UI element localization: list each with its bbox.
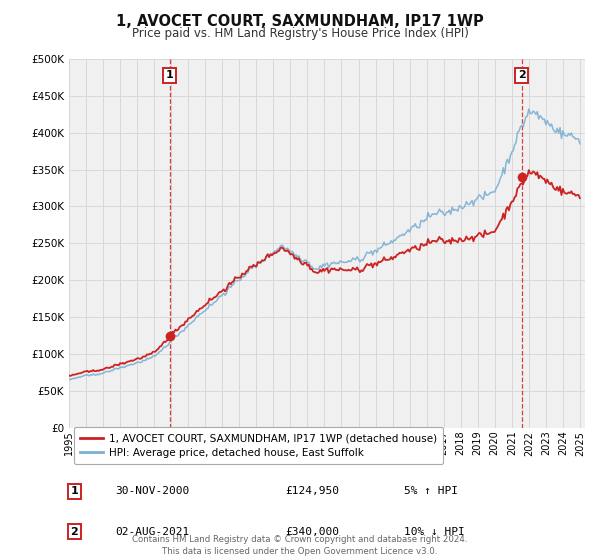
Text: 02-AUG-2021: 02-AUG-2021 xyxy=(115,526,190,536)
Text: 1: 1 xyxy=(166,71,173,81)
Text: Price paid vs. HM Land Registry's House Price Index (HPI): Price paid vs. HM Land Registry's House … xyxy=(131,27,469,40)
Text: 10% ↓ HPI: 10% ↓ HPI xyxy=(404,526,465,536)
Text: Contains HM Land Registry data © Crown copyright and database right 2024.
This d: Contains HM Land Registry data © Crown c… xyxy=(132,535,468,556)
Legend: 1, AVOCET COURT, SAXMUNDHAM, IP17 1WP (detached house), HPI: Average price, deta: 1, AVOCET COURT, SAXMUNDHAM, IP17 1WP (d… xyxy=(74,427,443,464)
Text: 30-NOV-2000: 30-NOV-2000 xyxy=(115,486,190,496)
Text: 5% ↑ HPI: 5% ↑ HPI xyxy=(404,486,458,496)
Text: 1: 1 xyxy=(70,486,78,496)
Text: 2: 2 xyxy=(70,526,78,536)
Text: £340,000: £340,000 xyxy=(286,526,340,536)
Text: 2: 2 xyxy=(518,71,526,81)
Text: 1, AVOCET COURT, SAXMUNDHAM, IP17 1WP: 1, AVOCET COURT, SAXMUNDHAM, IP17 1WP xyxy=(116,14,484,29)
Text: £124,950: £124,950 xyxy=(286,486,340,496)
